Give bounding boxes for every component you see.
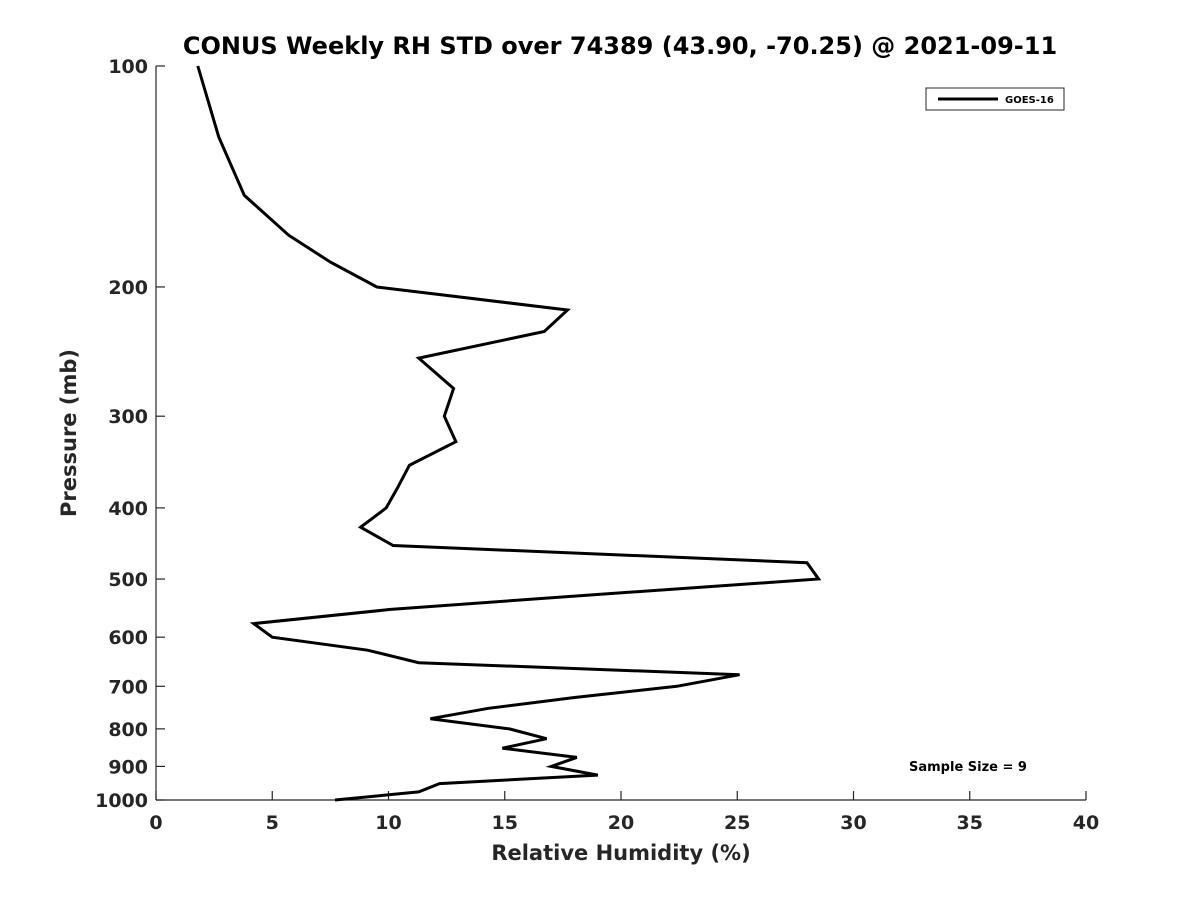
x-tick-label: 0 [149, 812, 162, 834]
y-tick-label: 500 [108, 569, 148, 591]
x-tick-label: 10 [375, 812, 401, 834]
x-tick-label: 35 [957, 812, 983, 834]
x-tick-label: 40 [1073, 812, 1099, 834]
legend-label: GOES-16 [1005, 95, 1054, 106]
x-tick-label: 15 [492, 812, 518, 834]
y-tick-label: 400 [108, 498, 148, 520]
sample-size-annotation: Sample Size = 9 [909, 760, 1027, 775]
y-tick-label: 1000 [95, 790, 148, 812]
series-layer [196, 65, 822, 802]
x-axis-ticks: 0 5 10 15 20 25 30 35 40 [149, 791, 1099, 834]
plot-axes [155, 66, 1086, 801]
y-tick-label: 900 [108, 756, 148, 778]
x-tick-label: 5 [266, 812, 279, 834]
y-tick-label: 800 [108, 719, 148, 741]
x-tick-label: 25 [724, 812, 750, 834]
y-tick-label: 700 [108, 676, 148, 698]
x-tick-label: 30 [840, 812, 866, 834]
chart-title: CONUS Weekly RH STD over 74389 (43.90, -… [183, 32, 1057, 60]
y-axis-ticks: 100 200 300 400 500 600 700 800 900 1000 [95, 56, 165, 812]
y-tick-label: 100 [108, 56, 148, 78]
y-tick-label: 300 [108, 406, 148, 428]
y-axis-label: Pressure (mb) [57, 349, 81, 517]
x-axis-label: Relative Humidity (%) [491, 841, 750, 865]
y-tick-label: 600 [108, 627, 148, 649]
x-tick-label: 20 [608, 812, 634, 834]
y-tick-label: 200 [108, 277, 148, 299]
series-line [196, 65, 822, 802]
legend: GOES-16 [925, 87, 1065, 111]
